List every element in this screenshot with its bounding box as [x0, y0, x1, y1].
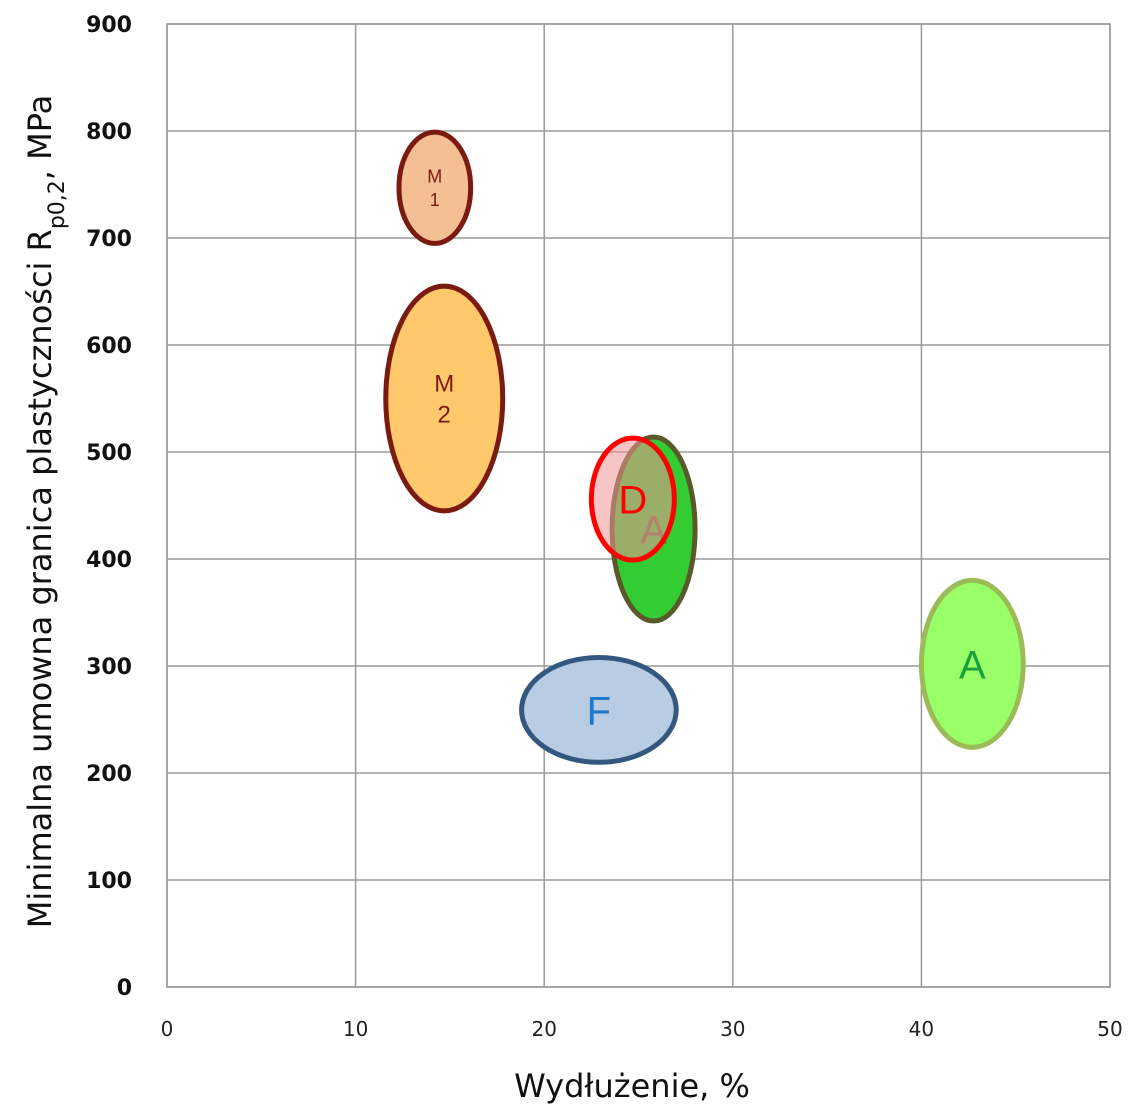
- region-m2-ellipse: [383, 283, 506, 514]
- region-m2-label: M: [434, 371, 454, 398]
- x-tick-label: 40: [909, 1017, 934, 1041]
- y-tick-label: 400: [86, 548, 132, 573]
- y-axis-label: Minimalna umowna granica plastyczności R…: [21, 95, 70, 928]
- x-tick-label: 10: [343, 1017, 368, 1041]
- region-m1-label: 1: [430, 190, 440, 210]
- region-a-right-ellipse: [918, 577, 1026, 750]
- y-tick-label: 300: [86, 655, 132, 680]
- y-axis-label-suffix: , MPa: [21, 95, 59, 180]
- region-m1: M1: [396, 129, 474, 246]
- y-tick-label: 900: [86, 13, 132, 38]
- region-d: D: [588, 435, 677, 563]
- y-tick-label: 200: [86, 762, 132, 787]
- x-tick-label: 20: [531, 1017, 556, 1041]
- regions: M2M1FADA: [383, 129, 1026, 765]
- y-tick-label: 600: [86, 334, 132, 359]
- plot-border: [166, 23, 1111, 988]
- region-f-ellipse: [519, 654, 679, 765]
- y-axis-label-subscript: p0,2: [45, 180, 70, 229]
- region-a-right-label: A: [959, 643, 986, 687]
- y-tick-label: 500: [86, 441, 132, 466]
- y-axis-label-main: Minimalna umowna granica plastyczności R: [21, 229, 59, 928]
- region-m1-ellipse: [396, 129, 474, 246]
- region-f-label: F: [587, 689, 611, 733]
- y-tick-label: 700: [86, 227, 132, 252]
- region-a-right: A: [918, 577, 1026, 750]
- x-tick-label: 50: [1097, 1017, 1122, 1041]
- x-axis-label: Wydłużenie, %: [514, 1067, 750, 1105]
- y-axis-ticks: 0 100 200 300 400 500 600 700 800 900: [86, 13, 132, 1001]
- region-m1-label: M: [427, 166, 442, 186]
- x-axis-ticks: 0 10 20 30 40 50: [161, 1017, 1123, 1041]
- y-tick-label: 100: [86, 869, 132, 894]
- region-m2: M2: [383, 283, 506, 514]
- x-tick-label: 0: [161, 1017, 174, 1041]
- x-tick-label: 30: [720, 1017, 745, 1041]
- y-tick-label: 0: [117, 976, 132, 1001]
- region-m2-label: 2: [438, 402, 451, 429]
- region-d-ellipse: [588, 435, 677, 563]
- region-f: F: [519, 654, 679, 765]
- y-tick-label: 800: [86, 120, 132, 145]
- region-d-label: D: [618, 478, 647, 522]
